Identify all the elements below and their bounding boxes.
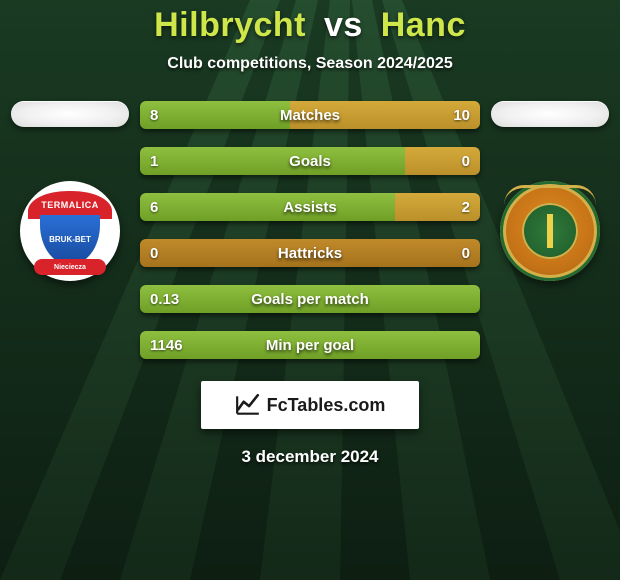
stat-value-left: 0.13: [140, 285, 189, 313]
club-badge-left: TERMALICA BRUK-BET Nieciecza: [20, 181, 120, 281]
player-name-pill-right: [491, 101, 609, 127]
stat-row: 0.13 Goals per match: [140, 285, 480, 313]
title-player2: Hanc: [381, 6, 466, 44]
stat-row: 1146 Min per goal: [140, 331, 480, 359]
badge-stripe: [547, 214, 553, 248]
stat-value-right: 0: [452, 239, 480, 267]
club-column-left: TERMALICA BRUK-BET Nieciecza: [10, 101, 130, 281]
badge-wings: [504, 185, 596, 205]
club-badge-right: [500, 181, 600, 281]
stat-bars: 8 Matches 10 1 Goals 0 6 Assists 2 0 Hattricks 0 0.1…: [130, 101, 490, 359]
stat-value-right: 10: [443, 101, 480, 129]
stat-label: Min per goal: [256, 331, 364, 359]
stat-label: Goals per match: [241, 285, 379, 313]
title-player1: Hilbrycht: [154, 6, 306, 44]
attribution-box[interactable]: FcTables.com: [201, 381, 419, 429]
date-text: 3 december 2024: [241, 447, 378, 467]
comparison-panel: TERMALICA BRUK-BET Nieciecza 8Matches101…: [0, 101, 620, 359]
stat-value-right: 0: [452, 147, 480, 175]
stat-label: Hattricks: [268, 239, 352, 267]
stat-row: 1 Goals 0: [140, 147, 480, 175]
bar-segment-left: [140, 193, 395, 221]
page-title: Hilbrycht vs Hanc: [154, 6, 466, 45]
stat-value-left: 6: [140, 193, 168, 221]
badge-inner: [522, 203, 578, 259]
badge-banner-bottom: Nieciecza: [34, 259, 106, 275]
subtitle: Club competitions, Season 2024/2025: [167, 55, 452, 73]
attribution-text: FcTables.com: [267, 395, 386, 416]
player-name-pill-left: [11, 101, 129, 127]
chart-icon: [235, 392, 261, 418]
stat-value-right: 2: [452, 193, 480, 221]
stat-value-left: 8: [140, 101, 168, 129]
stat-row: 6 Assists 2: [140, 193, 480, 221]
stat-row: 8 Matches 10: [140, 101, 480, 129]
stat-label: Assists: [273, 193, 346, 221]
stat-label: Goals: [279, 147, 341, 175]
club-column-right: [490, 101, 610, 281]
stat-label: Matches: [270, 101, 350, 129]
stat-value-left: 1: [140, 147, 168, 175]
infographic-container: Hilbrycht vs Hanc Club competitions, Sea…: [0, 0, 620, 580]
title-vs: vs: [324, 6, 363, 44]
stat-value-left: 0: [140, 239, 168, 267]
stat-row: 0 Hattricks 0: [140, 239, 480, 267]
badge-shield-text: BRUK-BET: [49, 236, 91, 244]
bar-segment-left: [140, 147, 405, 175]
stat-value-left: 1146: [140, 331, 193, 359]
